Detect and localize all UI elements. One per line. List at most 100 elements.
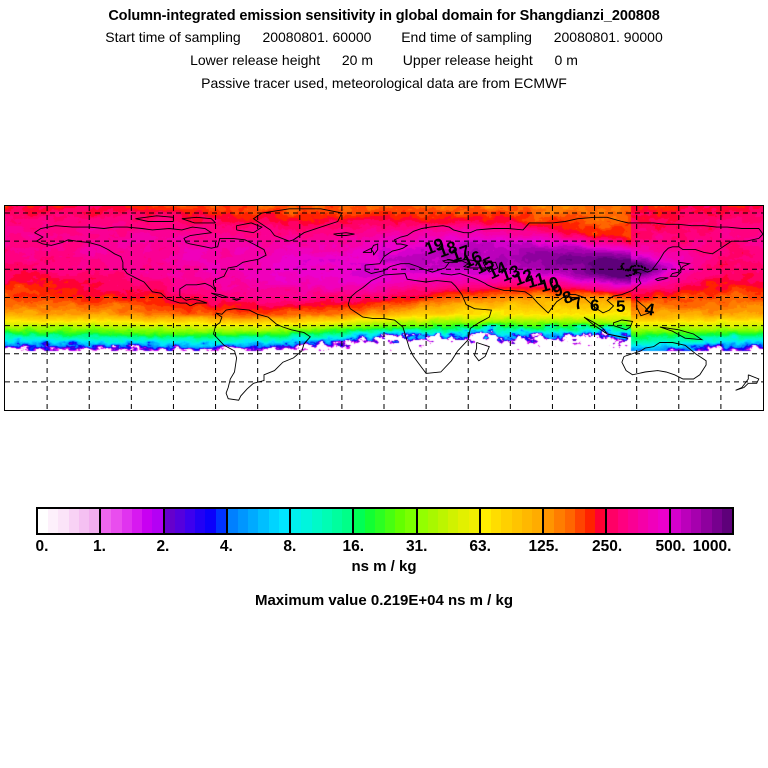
coastline: [621, 342, 707, 380]
colorbar-swatch: [691, 509, 702, 533]
release-site-marker: [620, 262, 646, 277]
colorbar-swatch: [48, 509, 59, 533]
colorbar-swatch: [544, 509, 555, 533]
maximum-value-label: Maximum value 0.219E+04 ns m / kg: [254, 592, 514, 609]
coastline: [482, 261, 499, 273]
coastline: [333, 232, 355, 236]
coastline: [213, 308, 311, 401]
colorbar-swatch: [195, 509, 206, 533]
colorbar-swatch: [121, 509, 132, 533]
colorbar-swatch: [101, 509, 112, 533]
coastline: [636, 299, 651, 317]
coastline: [211, 292, 229, 298]
colorbar-swatch: [427, 509, 439, 533]
coastline-and-grid-layer: [5, 206, 763, 410]
colorbar-swatch: [78, 509, 90, 533]
coastline: [735, 374, 760, 391]
upper-release-height-label: Upper release height: [402, 52, 533, 68]
colorbar-swatch: [142, 509, 153, 533]
end-time-label: End time of sampling: [401, 29, 532, 45]
coastline: [613, 319, 634, 331]
coastline: [34, 232, 191, 307]
colorbar-tick: 16.: [342, 538, 365, 555]
colorbar-tick: 63.: [469, 538, 491, 555]
colorbar-swatch: [395, 509, 406, 533]
colorbar-swatch: [617, 509, 628, 533]
colorbar-swatch: [321, 509, 332, 533]
colorbar-swatch: [174, 509, 185, 533]
colorbar-swatch: [574, 509, 585, 533]
page-title: Column-integrated emission sensitivity i…: [108, 8, 660, 24]
colorbar-segment: [164, 509, 228, 533]
coastline: [364, 259, 495, 274]
colorbar-swatch: [468, 509, 479, 533]
colorbar-swatch: [301, 509, 312, 533]
coastline: [654, 277, 669, 282]
colorbar-swatch: [521, 509, 532, 533]
colorbar-segment: [544, 509, 608, 533]
colorbar-swatch: [701, 509, 712, 533]
colorbar-tick: 1000.: [692, 538, 732, 555]
colorbar-swatch: [531, 509, 543, 533]
colorbar-swatch: [627, 509, 639, 533]
colorbar-segment: [480, 509, 545, 533]
colorbar-tick: 125.: [528, 538, 559, 555]
sampling-time-line: Start time of sampling 20080801. 60000 E…: [0, 26, 768, 49]
figure-header: Column-integrated emission sensitivity i…: [0, 0, 768, 95]
colorbar-swatch: [585, 509, 596, 533]
colorbar-swatch: [238, 509, 249, 533]
start-time-value: 20080801. 60000: [262, 29, 372, 45]
colorbar-swatch: [278, 509, 290, 533]
lower-release-height-value: 20 m: [341, 52, 373, 68]
colorbar-swatch: [152, 509, 163, 533]
colorbar-swatch: [248, 509, 259, 533]
colorbar-tick: 2.: [156, 538, 170, 555]
colorbar-swatch: [417, 509, 428, 533]
trajectory-hour-label: 6: [590, 296, 600, 315]
colorbar-swatch: [595, 509, 606, 533]
colorbar-swatch: [448, 509, 459, 533]
colorbar-swatch: [68, 509, 79, 533]
colorbar: [36, 507, 734, 535]
colorbar-segment: [607, 509, 671, 533]
colorbar-swatch: [711, 509, 722, 533]
colorbar-segment: [354, 509, 418, 533]
colorbar-swatch: [364, 509, 375, 533]
coastline: [440, 233, 763, 314]
colorbar-swatch: [227, 509, 239, 533]
coastline: [135, 215, 174, 222]
coastline: [659, 326, 704, 341]
colorbar-swatch: [268, 509, 279, 533]
colorbar-segment: [417, 509, 481, 533]
coastline: [583, 316, 629, 339]
colorbar-swatch: [607, 509, 618, 533]
colorbar-swatch: [648, 509, 659, 533]
coastline: [181, 216, 216, 224]
colorbar-segment: [291, 509, 355, 533]
colorbar-swatch: [384, 509, 396, 533]
colorbar-swatch: [374, 509, 385, 533]
global-emission-sensitivity-map: 19 18 17 16 15 14 13 12 11 10 9 8 7 6 5 4: [4, 205, 764, 411]
release-height-line: Lower release height 20 m Upper release …: [0, 49, 768, 72]
colorbar-swatch: [342, 509, 353, 533]
coastline: [347, 273, 492, 374]
coastline: [474, 342, 490, 362]
lower-release-height-label: Lower release height: [190, 52, 321, 68]
colorbar-swatch: [554, 509, 565, 533]
colorbar-segment: [38, 509, 102, 533]
colorbar-swatch: [38, 509, 49, 533]
colorbar-swatch: [480, 509, 492, 533]
coastline: [370, 243, 379, 256]
colorbar-swatch: [58, 509, 69, 533]
colorbar-swatch: [111, 509, 122, 533]
colorbar-swatch: [458, 509, 469, 533]
colorbar-swatch: [680, 509, 692, 533]
colorbar-swatch: [491, 509, 502, 533]
coastline: [362, 247, 372, 253]
colorbar-swatch: [638, 509, 649, 533]
colorbar-swatch: [258, 509, 269, 533]
colorbar-swatch: [721, 509, 732, 533]
end-time-value: 20080801. 90000: [553, 29, 663, 45]
colorbar-tick: 250.: [591, 538, 623, 555]
upper-release-height-value: 0 m: [554, 52, 578, 68]
